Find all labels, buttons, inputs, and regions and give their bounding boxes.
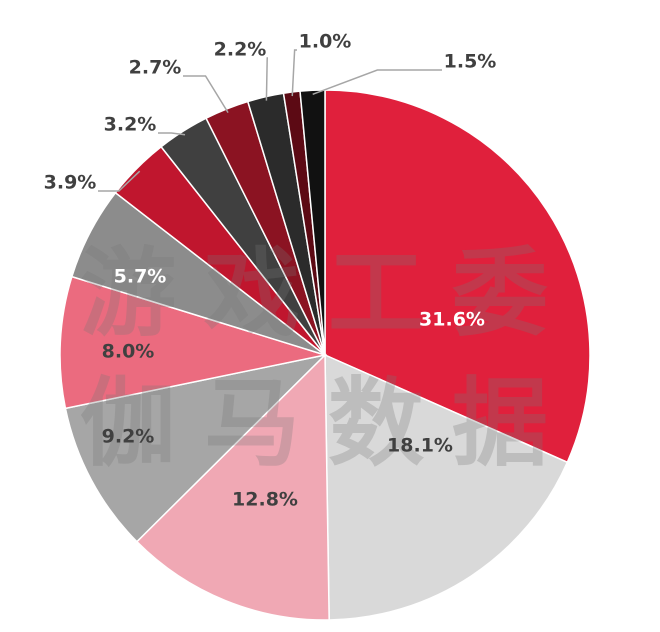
leader-line <box>158 132 186 136</box>
pie-slice <box>59 275 326 410</box>
leader-line <box>183 75 229 114</box>
watermark: 伽马数据 <box>80 367 576 479</box>
pie-slice <box>324 89 591 464</box>
watermark: 游戏工委 <box>80 237 576 349</box>
data-label: 1.5% <box>444 51 497 73</box>
data-label: 1.0% <box>299 31 352 53</box>
data-label: 3.9% <box>44 172 97 194</box>
data-label: 31.6% <box>419 309 485 331</box>
data-label: 2.2% <box>214 39 267 61</box>
pie-slice <box>324 353 569 621</box>
leader-line <box>291 49 297 97</box>
leader-line <box>312 69 442 95</box>
leader-line <box>98 170 141 192</box>
leader-line <box>265 57 268 101</box>
pie-slice <box>135 353 330 621</box>
pie-slice <box>64 353 328 543</box>
data-label: 9.2% <box>102 426 155 448</box>
data-label: 3.2% <box>104 114 157 136</box>
data-label: 8.0% <box>102 341 155 363</box>
data-label: 5.7% <box>114 266 167 288</box>
data-label: 2.7% <box>129 57 182 79</box>
data-label: 12.8% <box>232 489 298 511</box>
data-label: 18.1% <box>387 435 453 457</box>
